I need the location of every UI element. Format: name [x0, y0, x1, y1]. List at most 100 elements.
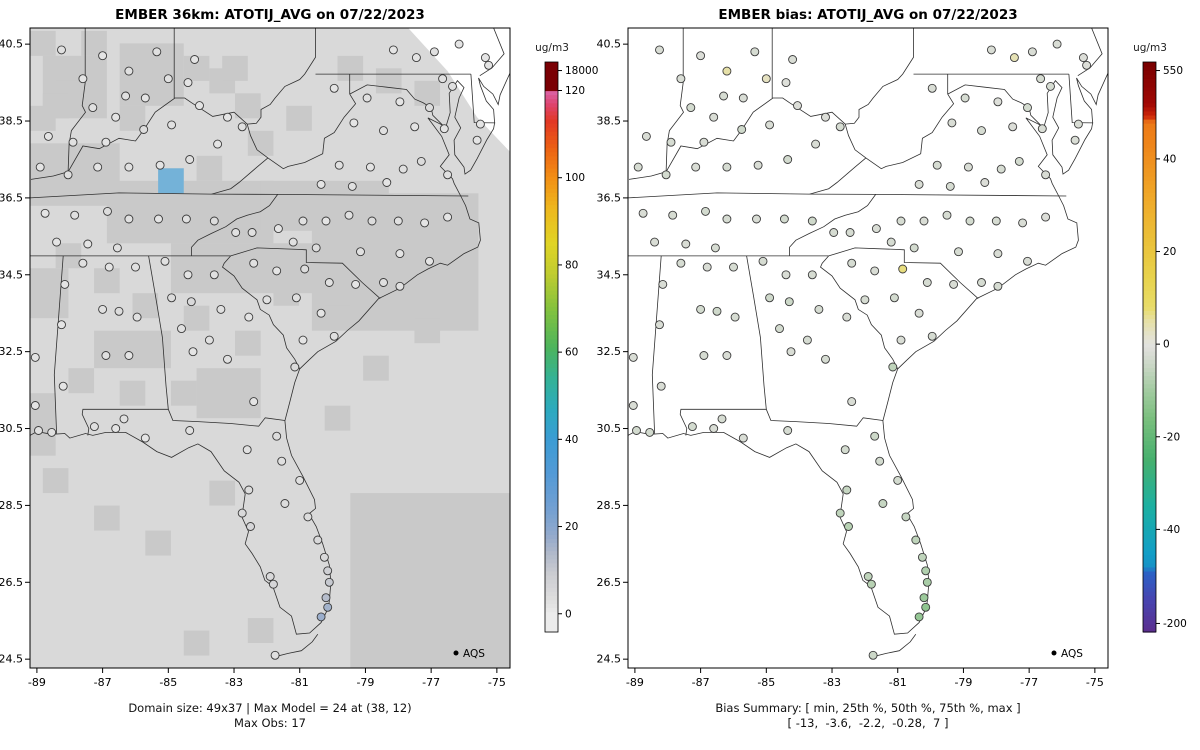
station-point: [101, 137, 111, 147]
state-boundary-line: [628, 28, 914, 180]
station-point: [1023, 103, 1032, 113]
state-boundary-line: [844, 123, 867, 159]
station-point: [702, 262, 712, 272]
station-point: [965, 216, 975, 226]
station-point: [650, 237, 660, 247]
station-point: [367, 216, 377, 226]
model-map-panel: [30, 28, 510, 668]
station-point: [840, 445, 850, 455]
station-point: [57, 320, 66, 330]
station-point: [932, 160, 942, 170]
state-boundary-line: [865, 93, 955, 170]
panel-title-bias: EMBER bias: ATOTIJ_AVG on 07/22/2023: [718, 7, 1018, 23]
station-point: [914, 308, 924, 318]
state-boundary-line: [789, 194, 877, 256]
state-boundary-line: [628, 192, 1067, 199]
station-point: [842, 485, 852, 495]
station-point: [480, 53, 490, 63]
station-point: [323, 566, 333, 576]
state-boundary-line: [81, 408, 285, 436]
station-point: [814, 304, 824, 314]
state-boundary-line: [1068, 74, 1094, 124]
station-point: [93, 162, 103, 172]
station-point: [98, 51, 108, 61]
station-point: [362, 93, 372, 103]
station-point: [439, 124, 449, 134]
station-point: [280, 499, 290, 508]
station-point: [1041, 212, 1051, 222]
station-point: [204, 335, 214, 345]
station-point: [722, 66, 732, 76]
station-point: [242, 445, 252, 455]
station-point: [68, 137, 78, 147]
station-point: [319, 552, 329, 562]
station-point: [921, 602, 931, 612]
station-point: [722, 162, 732, 172]
station-point: [195, 101, 204, 111]
station-point: [420, 218, 430, 228]
station-point: [63, 170, 73, 180]
caption-model-line1: Domain size: 49x37 | Max Model = 24 at (…: [128, 701, 412, 715]
station-point: [914, 179, 924, 189]
station-point: [30, 352, 40, 362]
station-point: [1070, 135, 1080, 145]
station-point: [247, 228, 257, 237]
station-point: [655, 320, 664, 330]
station-point: [186, 297, 196, 307]
station-point: [886, 237, 896, 247]
station-point: [945, 181, 955, 191]
station-point: [83, 239, 93, 249]
station-point: [628, 401, 638, 410]
panel-title-model: EMBER 36km: ATOTIJ_AVG on 07/22/2023: [115, 7, 425, 23]
station-point: [321, 593, 331, 603]
station-point: [779, 214, 789, 224]
state-boundary-line: [746, 255, 767, 410]
station-point: [1041, 170, 1051, 180]
station-point: [655, 45, 664, 55]
bias-map-panel: [628, 28, 1108, 660]
colorbar-tick-label: 550: [1163, 65, 1183, 77]
caption-model: Domain size: 49x37 | Max Model = 24 at (…: [30, 701, 510, 731]
station-point: [911, 535, 921, 545]
station-point: [847, 258, 857, 268]
station-point: [922, 278, 932, 287]
station-point: [140, 433, 150, 443]
station-point: [868, 650, 878, 660]
station-point: [775, 324, 784, 334]
state-boundary-line: [211, 157, 269, 195]
station-point: [300, 264, 310, 274]
station-point: [656, 381, 666, 391]
station-point: [1014, 156, 1024, 166]
station-point: [696, 51, 706, 61]
station-point: [844, 522, 853, 531]
state-boundary-line: [1077, 28, 1103, 77]
station-point: [758, 256, 768, 266]
station-point: [860, 295, 870, 305]
y-tick-label: 26.5: [0, 576, 23, 589]
station-point: [921, 566, 931, 576]
x-tick-label: -85: [159, 676, 177, 689]
station-point: [1082, 60, 1092, 70]
state-boundary-line: [273, 633, 319, 658]
station-point: [793, 101, 802, 111]
station-point: [1046, 81, 1055, 91]
station-point: [124, 66, 134, 76]
station-point: [209, 270, 219, 280]
x-tick-label: -79: [356, 676, 374, 689]
station-point: [980, 178, 990, 187]
station-point: [661, 170, 671, 180]
station-point: [216, 304, 226, 314]
station-point: [429, 47, 439, 57]
station-point: [273, 224, 283, 234]
station-point: [681, 239, 691, 249]
station-point: [448, 81, 457, 91]
station-point: [942, 210, 952, 220]
station-point: [124, 162, 134, 172]
station-point: [244, 485, 254, 495]
plot-border: [29, 27, 511, 669]
station-point: [1023, 256, 1032, 266]
station-point: [927, 83, 937, 93]
station-point: [699, 351, 709, 360]
station-point: [752, 214, 761, 224]
station-point: [438, 74, 448, 84]
